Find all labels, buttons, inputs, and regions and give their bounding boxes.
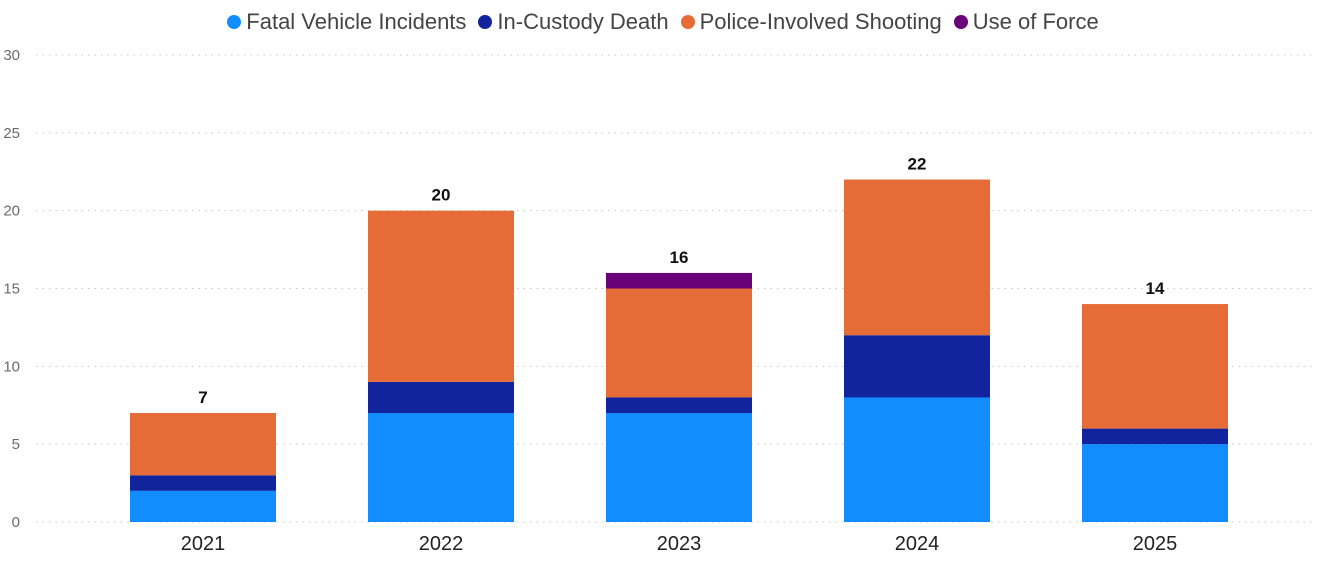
x-tick-label: 2024 bbox=[895, 533, 940, 555]
bar-segment-fatal-vehicle-incidents bbox=[1082, 444, 1228, 522]
y-tick-label: 20 bbox=[3, 203, 20, 220]
bar-segment-police-involved-shooting bbox=[606, 288, 752, 398]
bar-segment-police-involved-shooting bbox=[1082, 304, 1228, 429]
y-tick-label: 0 bbox=[12, 514, 20, 531]
bar-segment-in-custody-death bbox=[1082, 428, 1228, 445]
legend-marker bbox=[227, 15, 242, 29]
legend-marker bbox=[680, 15, 695, 29]
legend-item-use-of-force[interactable]: Use of Force bbox=[953, 9, 1099, 35]
bar-segment-in-custody-death bbox=[130, 475, 276, 491]
legend-marker bbox=[953, 15, 968, 29]
legend-marker bbox=[478, 15, 493, 29]
bar-segment-fatal-vehicle-incidents bbox=[606, 413, 752, 522]
bar-segment-in-custody-death bbox=[844, 335, 990, 398]
bar-total-label: 16 bbox=[670, 248, 689, 267]
y-tick-label: 25 bbox=[3, 125, 20, 142]
y-axis: 0 5 10 15 20 25 30 bbox=[3, 47, 20, 531]
bar-total-label: 22 bbox=[908, 155, 927, 174]
x-tick-label: 2021 bbox=[181, 533, 226, 555]
legend-label: Police-Involved Shooting bbox=[699, 9, 942, 34]
legend-label: Use of Force bbox=[972, 9, 1099, 34]
legend-label: In-Custody Death bbox=[497, 9, 669, 34]
bar-segment-police-involved-shooting bbox=[844, 179, 990, 336]
bar-segment-fatal-vehicle-incidents bbox=[130, 490, 276, 522]
total-labels: 7 20 16 22 14 bbox=[198, 155, 1165, 407]
x-tick-label: 2022 bbox=[419, 533, 464, 555]
y-tick-label: 10 bbox=[3, 358, 20, 375]
bar-total-label: 20 bbox=[432, 186, 451, 205]
bar-segment-fatal-vehicle-incidents bbox=[368, 413, 514, 522]
bar-segment-use-of-force bbox=[606, 272, 752, 289]
bar-total-label: 14 bbox=[1146, 279, 1165, 298]
bar-total-label: 7 bbox=[198, 388, 207, 407]
bar-segment-police-involved-shooting bbox=[130, 413, 276, 476]
y-tick-label: 30 bbox=[3, 47, 20, 64]
bar-segment-fatal-vehicle-incidents bbox=[844, 397, 990, 522]
legend-item-in-custody-death[interactable]: In-Custody Death bbox=[478, 9, 669, 35]
bar-segment-in-custody-death bbox=[606, 397, 752, 414]
bars bbox=[130, 179, 1228, 522]
legend-item-police-involved-shooting[interactable]: Police-Involved Shooting bbox=[680, 9, 942, 35]
y-tick-label: 5 bbox=[12, 436, 20, 453]
chart-legend: Fatal Vehicle Incidents In-Custody Death… bbox=[0, 8, 1326, 36]
x-tick-label: 2025 bbox=[1133, 533, 1178, 555]
x-tick-label: 2023 bbox=[657, 533, 702, 555]
x-axis: 2021 2022 2023 2024 2025 bbox=[181, 533, 1178, 555]
bar-segment-police-involved-shooting bbox=[368, 210, 514, 382]
legend-item-fatal-vehicle-incidents[interactable]: Fatal Vehicle Incidents bbox=[227, 9, 466, 35]
y-tick-label: 15 bbox=[3, 281, 20, 298]
legend-label: Fatal Vehicle Incidents bbox=[246, 9, 467, 34]
bar-segment-in-custody-death bbox=[368, 381, 514, 414]
